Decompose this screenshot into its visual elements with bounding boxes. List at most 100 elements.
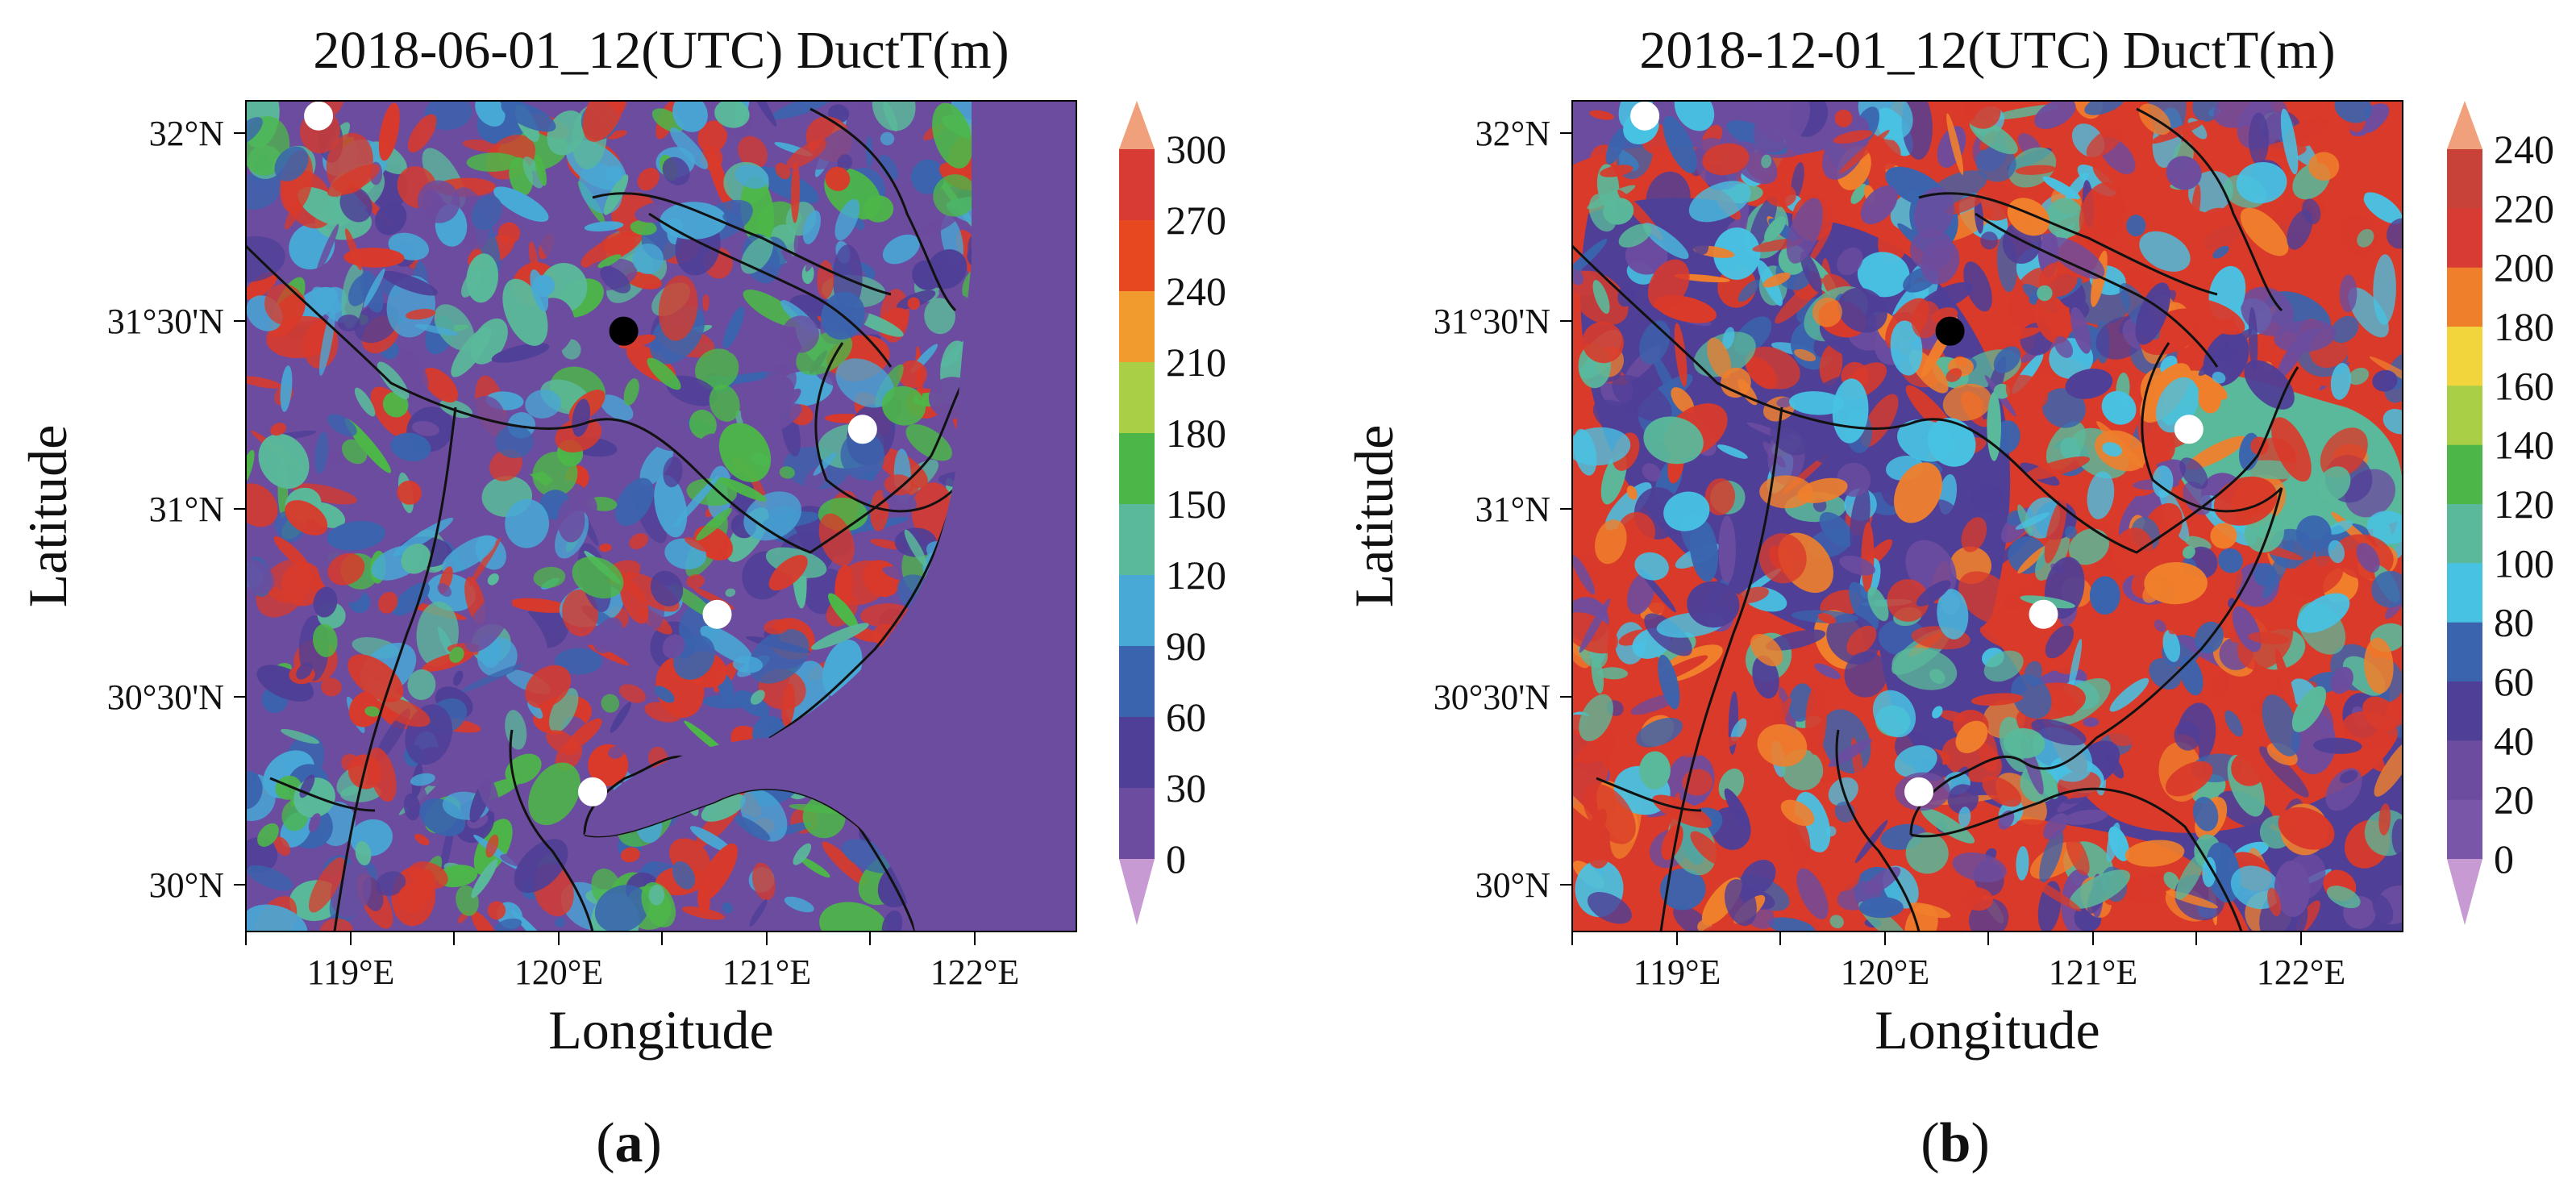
field-patch — [755, 166, 819, 204]
field-patch — [2007, 198, 2050, 236]
field-patch — [522, 156, 544, 189]
field-patch — [2320, 427, 2368, 478]
field-patch — [1702, 143, 1750, 176]
field-patch — [2363, 192, 2403, 224]
field-patch — [2334, 101, 2372, 123]
field-patch — [342, 439, 368, 465]
colorbar-tick-label: 60 — [1166, 694, 1206, 740]
field-patch — [1814, 663, 1841, 679]
field-patch — [246, 376, 282, 389]
field-patch — [1605, 127, 1627, 165]
colorbar-tick-label: 80 — [2494, 600, 2534, 645]
field-patch — [1850, 184, 1867, 204]
field-patch — [2044, 498, 2067, 564]
field-patch — [1586, 835, 1610, 869]
field-patch — [1768, 697, 1783, 712]
x-tick-label: 121°E — [722, 952, 811, 992]
field-patch — [702, 294, 710, 311]
field-patch — [2048, 689, 2078, 716]
field-patch — [799, 856, 830, 878]
field-patch — [2048, 237, 2105, 279]
field-patch — [313, 586, 338, 618]
field-patch — [786, 140, 826, 169]
field-patch — [1598, 667, 1629, 680]
field-patch — [2089, 576, 2120, 615]
field-patch — [2330, 363, 2352, 400]
field-patch — [2362, 696, 2399, 731]
colorbar-tick-label: 40 — [2494, 718, 2534, 763]
field-patch — [630, 220, 657, 235]
field-patch — [2317, 466, 2351, 502]
colorbar-top-arrow — [1119, 101, 1155, 149]
colorbar-segment — [2447, 444, 2482, 505]
field-patch — [740, 375, 795, 428]
field-patch — [2218, 548, 2243, 573]
field-patch — [872, 101, 916, 131]
field-patch — [501, 101, 556, 132]
field-patch — [294, 101, 312, 122]
field-patch — [804, 466, 827, 492]
field-patch — [918, 318, 927, 343]
panel-a-boundaries — [246, 107, 973, 932]
field-patch — [2348, 367, 2370, 386]
field-patch — [363, 268, 385, 308]
field-patch — [494, 918, 522, 932]
colorbar-tick-label: 140 — [2494, 423, 2554, 468]
field-patch — [701, 794, 746, 822]
field-patch — [2096, 421, 2144, 469]
x-tick-label: 122°E — [930, 952, 1019, 992]
colorbar-segment — [1119, 717, 1155, 789]
field-patch — [2348, 181, 2366, 226]
field-patch — [740, 176, 775, 247]
field-patch — [549, 688, 579, 733]
station-marker-white — [702, 599, 732, 629]
field-patch — [722, 212, 741, 224]
field-patch — [1833, 130, 1873, 144]
colorbar-segment — [2447, 149, 2482, 209]
field-patch — [1819, 344, 1843, 386]
colorbar-tick-label: 220 — [2494, 185, 2554, 231]
field-patch — [546, 730, 580, 756]
station-marker-white — [1904, 777, 1933, 806]
caption-letter: a — [615, 1112, 643, 1174]
colorbar-segment — [1119, 149, 1155, 221]
field-patch — [907, 297, 921, 311]
field-patch — [1612, 374, 1672, 423]
field-patch — [530, 269, 549, 312]
field-patch — [2066, 835, 2090, 876]
field-patch — [1671, 387, 1695, 415]
field-patch — [1839, 129, 1890, 174]
field-patch — [1589, 110, 1614, 120]
field-patch — [709, 384, 740, 422]
field-patch — [2240, 207, 2289, 256]
field-patch — [722, 306, 745, 349]
field-patch — [722, 902, 733, 914]
field-patch — [647, 357, 681, 390]
colorbar-tick-label: 90 — [1166, 623, 1206, 669]
field-patch — [487, 901, 506, 920]
field-patch — [1913, 187, 1954, 239]
field-patch — [743, 290, 801, 327]
field-patch — [2163, 871, 2180, 890]
colorbar-segment — [2447, 563, 2482, 623]
field-patch — [2065, 369, 2113, 399]
field-patch — [497, 222, 521, 244]
field-patch — [2287, 210, 2313, 250]
field-patch — [464, 592, 513, 652]
field-patch — [933, 174, 977, 217]
field-patch — [280, 365, 293, 412]
colorbar-tick-label: 60 — [2494, 659, 2534, 704]
field-patch — [651, 108, 685, 133]
field-patch — [2348, 287, 2389, 338]
field-patch — [1579, 694, 1613, 742]
colorbar-segment — [2447, 681, 2482, 741]
field-patch — [620, 847, 640, 863]
field-patch — [884, 474, 914, 495]
field-patch — [779, 466, 795, 479]
field-patch — [684, 536, 712, 552]
field-patch — [1993, 346, 2021, 373]
field-patch — [246, 117, 263, 146]
x-tick-label: 119°E — [1633, 952, 1721, 992]
field-patch — [2063, 809, 2108, 825]
field-patch — [2364, 132, 2403, 153]
